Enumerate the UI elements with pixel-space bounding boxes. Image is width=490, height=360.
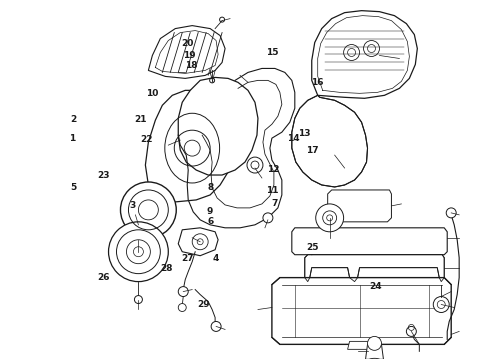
Text: 9: 9 <box>207 207 213 216</box>
Polygon shape <box>146 90 235 202</box>
Circle shape <box>406 327 416 336</box>
Polygon shape <box>305 255 444 282</box>
Text: 21: 21 <box>134 115 147 124</box>
Circle shape <box>121 182 176 238</box>
Polygon shape <box>312 11 417 98</box>
Polygon shape <box>328 190 392 222</box>
Text: 18: 18 <box>185 61 197 70</box>
Polygon shape <box>272 278 451 345</box>
Text: 28: 28 <box>161 265 173 274</box>
Text: 17: 17 <box>306 146 318 155</box>
Text: 20: 20 <box>181 39 194 48</box>
Polygon shape <box>178 77 258 175</box>
Circle shape <box>263 213 273 223</box>
Text: 7: 7 <box>271 199 277 208</box>
Text: 8: 8 <box>208 183 214 192</box>
Circle shape <box>364 41 379 57</box>
Polygon shape <box>178 228 218 256</box>
Text: 6: 6 <box>208 217 214 226</box>
Circle shape <box>178 303 186 311</box>
Text: 26: 26 <box>97 273 110 282</box>
Circle shape <box>446 208 456 218</box>
Text: 13: 13 <box>298 129 311 138</box>
Text: 19: 19 <box>183 51 195 60</box>
Circle shape <box>316 204 343 232</box>
Circle shape <box>247 157 263 173</box>
Circle shape <box>108 222 168 282</box>
Text: 3: 3 <box>130 201 136 210</box>
Circle shape <box>343 45 360 60</box>
Polygon shape <box>148 26 225 78</box>
Circle shape <box>178 287 188 297</box>
Text: 4: 4 <box>213 255 219 264</box>
Text: 14: 14 <box>288 134 300 143</box>
Text: 12: 12 <box>267 165 280 174</box>
Circle shape <box>433 297 449 312</box>
Text: 11: 11 <box>266 186 278 195</box>
Polygon shape <box>366 345 384 359</box>
Text: 27: 27 <box>181 254 194 263</box>
Text: 24: 24 <box>369 282 382 291</box>
Text: 10: 10 <box>146 89 158 98</box>
Text: 22: 22 <box>140 135 153 144</box>
Text: 16: 16 <box>311 78 323 87</box>
Text: 5: 5 <box>70 183 76 192</box>
Polygon shape <box>292 95 368 187</box>
Circle shape <box>211 321 221 332</box>
Text: 15: 15 <box>266 48 278 57</box>
Text: 1: 1 <box>69 134 75 143</box>
Text: 29: 29 <box>197 300 210 309</box>
Text: 25: 25 <box>306 243 318 252</box>
Polygon shape <box>347 341 371 349</box>
Text: 23: 23 <box>97 171 110 180</box>
Text: 2: 2 <box>70 114 76 123</box>
Circle shape <box>134 296 143 303</box>
Polygon shape <box>292 228 447 255</box>
Circle shape <box>368 336 382 350</box>
